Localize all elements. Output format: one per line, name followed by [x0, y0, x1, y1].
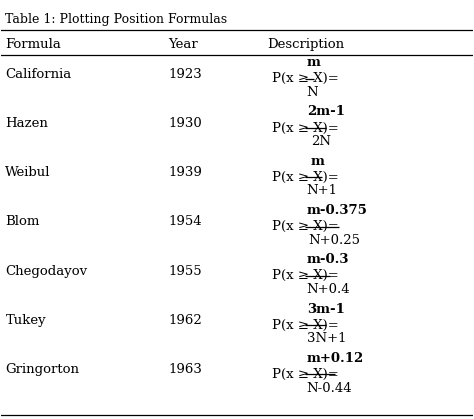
Text: California: California [5, 67, 72, 80]
Text: P(x ≥ X)=: P(x ≥ X)= [273, 319, 339, 332]
Text: Tukey: Tukey [5, 314, 46, 327]
Text: Hazen: Hazen [5, 117, 48, 130]
Text: 2N: 2N [310, 135, 331, 148]
Text: m-0.375: m-0.375 [307, 204, 367, 217]
Text: 2m-1: 2m-1 [307, 106, 345, 119]
Text: m: m [310, 155, 325, 168]
Text: m+0.12: m+0.12 [307, 352, 364, 365]
Text: 1954: 1954 [168, 215, 202, 228]
Text: 1963: 1963 [168, 363, 202, 376]
Text: Gringorton: Gringorton [5, 363, 80, 376]
Text: m: m [307, 56, 320, 69]
Text: N: N [307, 86, 318, 99]
Text: P(x ≥ X)=: P(x ≥ X)= [273, 122, 339, 134]
Text: Weibul: Weibul [5, 166, 51, 179]
Text: P(x ≥ X)=: P(x ≥ X)= [273, 368, 339, 381]
Text: Description: Description [268, 38, 345, 51]
Text: 1939: 1939 [168, 166, 202, 179]
Text: P(x ≥ X)=: P(x ≥ X)= [273, 72, 339, 85]
Text: 1930: 1930 [168, 117, 202, 130]
Text: 1923: 1923 [168, 67, 202, 80]
Text: N+1: N+1 [307, 184, 337, 197]
Text: Table 1: Plotting Position Formulas: Table 1: Plotting Position Formulas [5, 13, 228, 26]
Text: N-0.44: N-0.44 [307, 382, 352, 395]
Text: N+0.4: N+0.4 [307, 283, 350, 296]
Text: P(x ≥ X)=: P(x ≥ X)= [273, 269, 339, 282]
Text: 1962: 1962 [168, 314, 202, 327]
Text: P(x ≥ X)=: P(x ≥ X)= [273, 220, 339, 233]
Text: P(x ≥ X)=: P(x ≥ X)= [273, 171, 339, 184]
Text: m-0.3: m-0.3 [307, 253, 349, 266]
Text: 1955: 1955 [168, 265, 202, 278]
Text: Chegodayov: Chegodayov [5, 265, 88, 278]
Text: Formula: Formula [5, 38, 61, 51]
Text: Year: Year [168, 38, 198, 51]
Text: 3N+1: 3N+1 [307, 332, 346, 345]
Text: 3m-1: 3m-1 [307, 303, 345, 316]
Text: N+0.25: N+0.25 [309, 234, 361, 247]
Text: Blom: Blom [5, 215, 40, 228]
